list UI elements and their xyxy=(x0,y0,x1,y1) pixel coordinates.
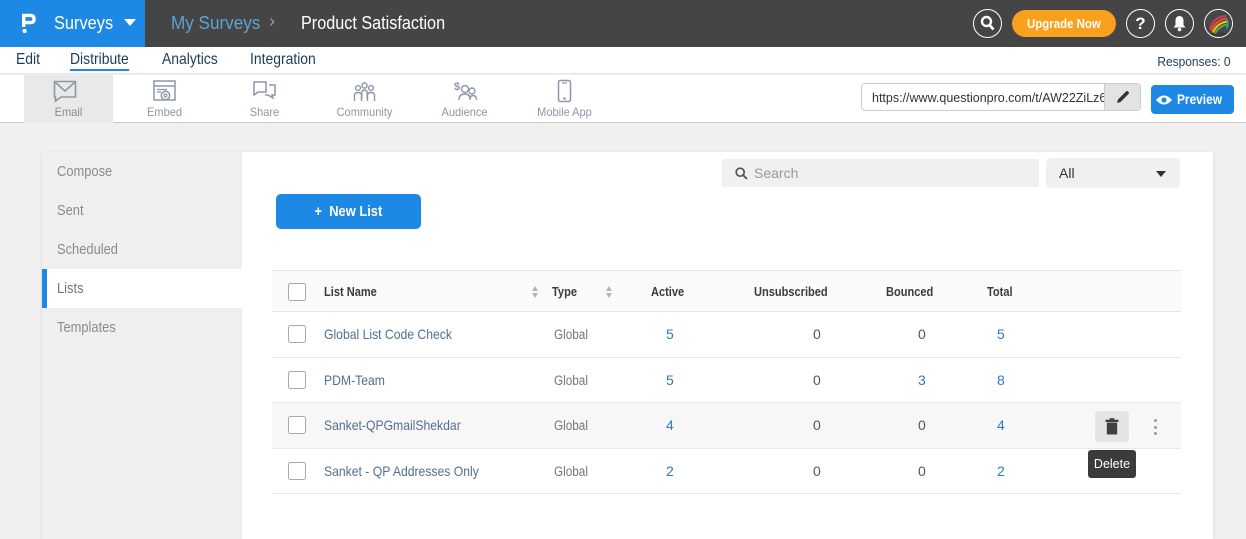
svg-text:$: $ xyxy=(454,81,460,93)
